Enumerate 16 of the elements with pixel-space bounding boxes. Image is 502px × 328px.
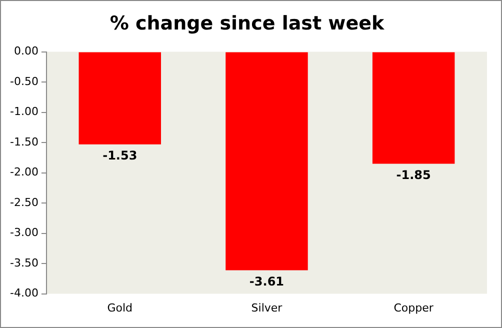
data-label: -1.85: [396, 168, 431, 182]
data-label: -3.61: [249, 274, 284, 288]
y-tick-label: 0.00: [14, 44, 38, 58]
y-tick-label: -1.00: [10, 105, 38, 118]
y-tick-label: -3.50: [10, 256, 38, 270]
y-tick-label: -2.00: [10, 166, 38, 179]
x-tick-label: Silver: [251, 301, 283, 314]
data-label: -1.53: [102, 148, 138, 162]
y-tick-label: -1.50: [10, 135, 38, 148]
y-tick-label: -2.50: [10, 196, 38, 209]
chart-title: % change since last week: [110, 12, 385, 34]
x-tick-label: Gold: [107, 301, 133, 314]
y-tick-label: -3.00: [10, 226, 38, 240]
x-tick-label: Copper: [394, 301, 434, 314]
y-tick-label: -0.50: [10, 74, 38, 88]
y-tick-label: -4.00: [10, 286, 38, 300]
